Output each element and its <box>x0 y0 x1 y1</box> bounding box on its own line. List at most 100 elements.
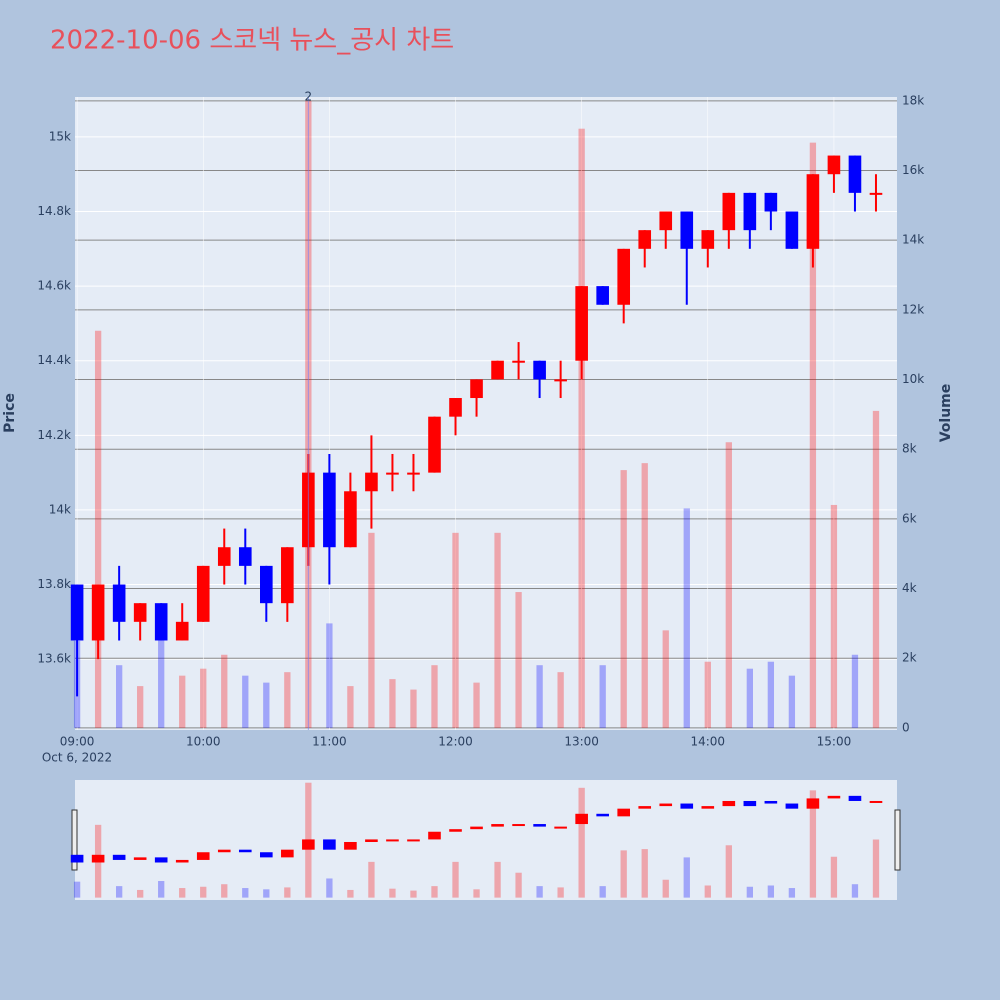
candle-body <box>365 472 378 492</box>
candle-body-mini <box>554 826 567 829</box>
candle-body <box>217 547 231 566</box>
candle-body <box>196 565 210 622</box>
volume-bar <box>137 686 144 728</box>
candle-body <box>701 230 715 249</box>
volume-bar-mini <box>662 879 669 898</box>
volume-bar <box>767 661 775 728</box>
candle-body-mini <box>70 854 84 863</box>
candle-body-mini <box>470 826 483 830</box>
volume-bar-mini <box>578 787 585 898</box>
volume-bar <box>221 654 228 728</box>
candle-body <box>154 603 168 641</box>
y-axis-title: Price <box>2 393 18 433</box>
slider-handle[interactable] <box>71 809 78 871</box>
volume-bar <box>830 504 838 728</box>
candle-body-mini <box>175 859 189 863</box>
volume-bar <box>94 330 102 728</box>
y-tick-label: 14.8k <box>37 204 71 218</box>
volume-bar-mini <box>788 888 796 898</box>
volume-bar <box>662 630 669 728</box>
candle-body-mini <box>196 852 210 860</box>
volume-bar-mini <box>746 886 753 898</box>
volume-bar-mini <box>809 790 817 898</box>
y-tick-label: 14.6k <box>37 279 71 293</box>
volume-bar-mini <box>326 878 333 898</box>
candle-body <box>512 360 525 363</box>
y2-tick-label: 18k <box>902 93 924 107</box>
y-tick-label: 14k <box>49 502 71 516</box>
candle-body-mini <box>806 798 820 809</box>
candle-body <box>806 174 820 249</box>
candle-body-mini <box>428 831 441 840</box>
y2-tick-label: 6k <box>902 511 917 525</box>
volume-bar-mini <box>347 889 354 898</box>
volume-bar-mini <box>200 886 207 898</box>
volume-bar <box>158 637 165 728</box>
candle-body <box>323 472 336 548</box>
candle-body <box>175 621 189 641</box>
candle-body-mini <box>638 806 652 809</box>
x-tick-label: 13:00 <box>564 735 599 749</box>
volume-bar-mini <box>536 886 543 898</box>
y-tick-label: 13.6k <box>37 652 71 666</box>
volume-bar <box>179 675 186 728</box>
candle-body <box>449 398 462 417</box>
volume-bar-mini <box>284 887 291 898</box>
volume-bar <box>809 142 817 728</box>
candle-body-mini <box>512 824 525 827</box>
candle-body-mini <box>722 800 736 807</box>
candle-body <box>428 416 441 473</box>
volume-bar <box>368 532 375 728</box>
candle-body-mini <box>344 841 357 850</box>
volume-bar-mini <box>115 886 123 898</box>
candle-body <box>407 472 420 475</box>
volume-bar-mini <box>767 885 775 898</box>
candle-body <box>638 230 652 249</box>
volume-bar <box>473 682 480 728</box>
volume-bar-mini <box>704 885 711 898</box>
candle-body <box>722 192 736 231</box>
volume-bar <box>872 410 880 728</box>
candle-body <box>281 547 294 604</box>
candle-body-mini <box>91 854 105 863</box>
candle-body <box>238 547 252 566</box>
x-tick-label: 14:00 <box>690 735 725 749</box>
slider-handle[interactable] <box>894 809 901 871</box>
volume-bar <box>746 668 753 728</box>
candle-body-mini <box>238 849 252 853</box>
y2-tick-label: 12k <box>902 302 924 316</box>
volume-bar-mini <box>158 881 165 898</box>
candle-body-mini <box>575 813 588 825</box>
candle-body <box>112 584 126 622</box>
range-slider[interactable] <box>75 780 897 900</box>
plot-area <box>75 97 897 730</box>
candle-body-mini <box>869 800 883 803</box>
volume-bar <box>578 128 585 728</box>
volume-bar-mini <box>410 890 417 898</box>
candle-body-mini <box>533 824 546 827</box>
volume-bar <box>851 654 859 728</box>
y-tick-label: 14.4k <box>37 353 71 367</box>
volume-bar-mini <box>368 861 375 898</box>
candle-body <box>491 360 504 380</box>
x-date-label: Oct 6, 2022 <box>42 751 112 765</box>
candle-body-mini <box>407 839 420 842</box>
y2-tick-label: 4k <box>902 581 917 595</box>
candle-body-mini <box>659 803 673 807</box>
volume-bar-mini <box>494 861 501 898</box>
candle-body-mini <box>386 839 399 842</box>
volume-bar <box>494 532 501 728</box>
candle-body <box>554 379 567 382</box>
candle-body <box>596 286 609 305</box>
x-tick-label: 11:00 <box>312 735 347 749</box>
x-tick-label: 15:00 <box>817 735 852 749</box>
candle-body <box>470 379 483 399</box>
candle-body-mini <box>281 849 294 858</box>
volume-bar-mini <box>431 886 438 898</box>
volume-bar-mini <box>830 856 838 898</box>
candle-body <box>743 192 757 231</box>
volume-bar-mini <box>452 861 459 898</box>
volume-bar <box>431 665 438 728</box>
candle-body <box>575 286 588 361</box>
